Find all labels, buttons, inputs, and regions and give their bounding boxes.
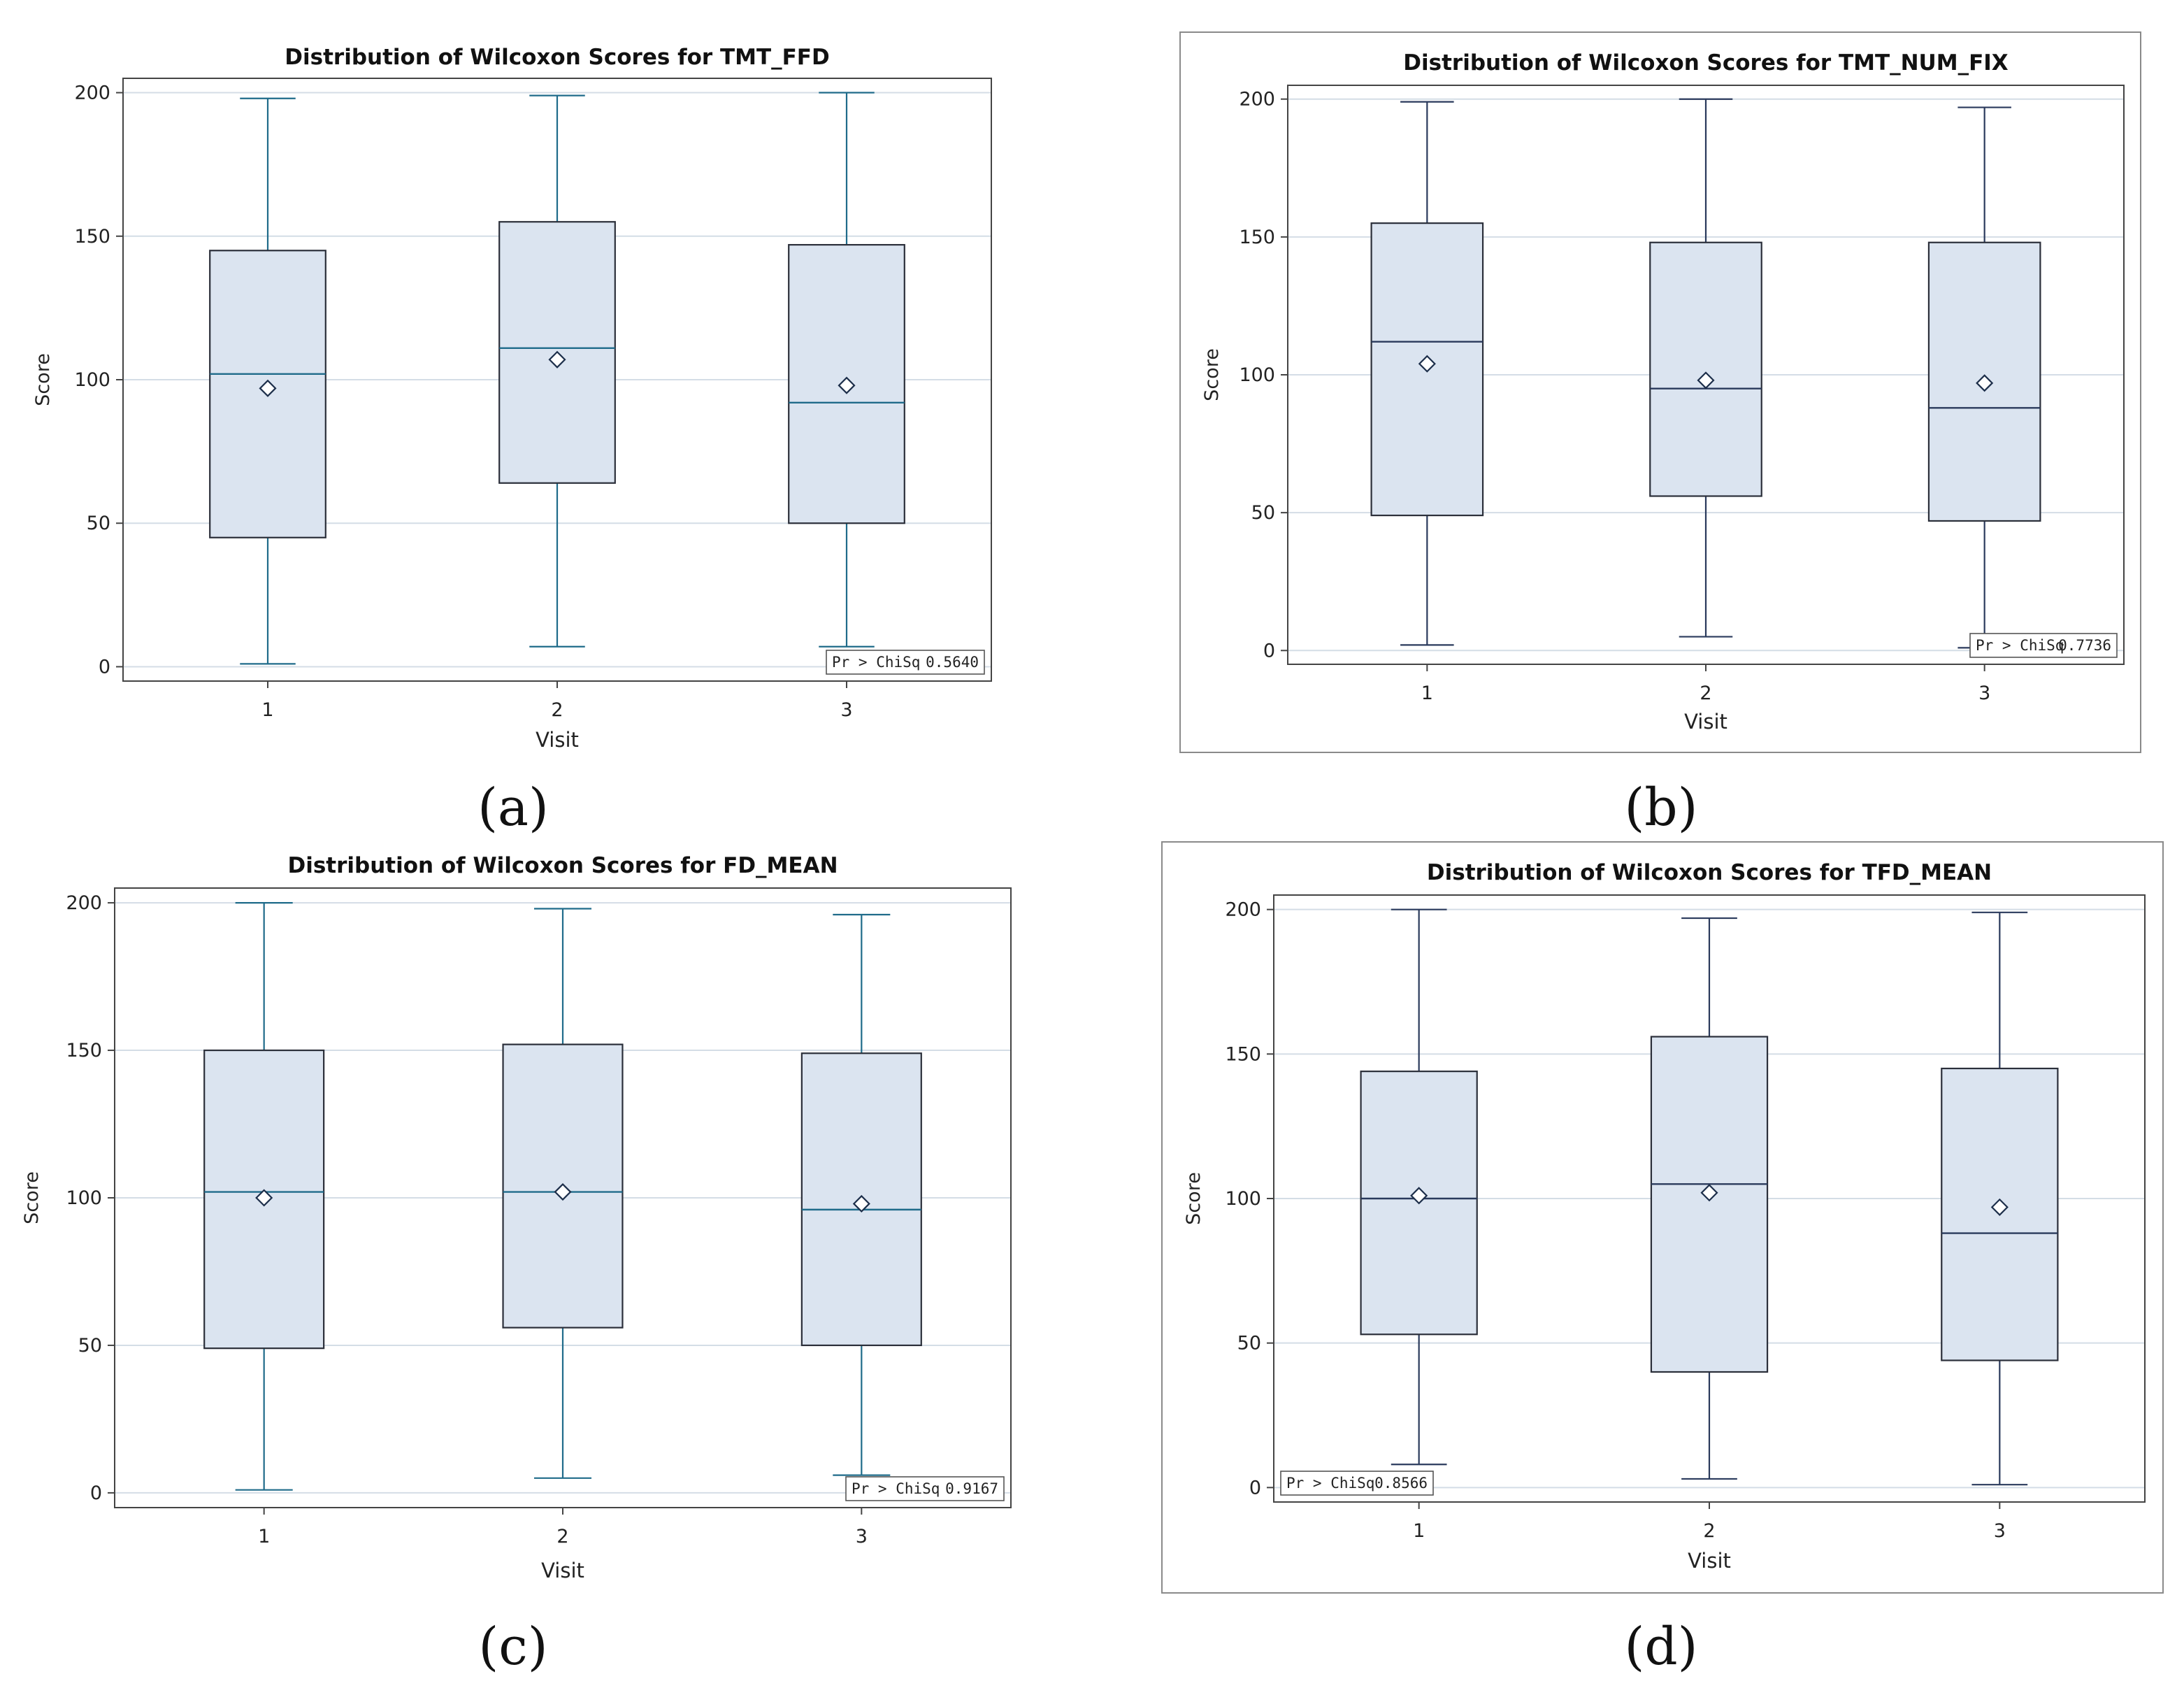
stat-inset: Pr > ChiSq 0.9167 <box>845 1476 1005 1501</box>
x-tick-label: 3 <box>1994 1520 2006 1542</box>
mean-marker <box>259 379 277 397</box>
y-tick-label: 200 <box>1239 89 1275 110</box>
box-visit-1 <box>1360 908 1478 1466</box>
x-tick-label: 3 <box>856 1526 868 1547</box>
y-tick-label: 100 <box>66 1187 102 1209</box>
x-tick-label: 1 <box>258 1526 270 1547</box>
chart-title: Distribution of Wilcoxon Scores for TFD_… <box>1427 860 1992 885</box>
mean-marker <box>1697 371 1715 389</box>
x-axis-label: Visit <box>536 728 579 752</box>
y-axis-label: Score <box>1183 1172 1205 1225</box>
y-tick-label: 150 <box>1225 1043 1261 1065</box>
stat-label: Pr > ChiSq <box>1976 637 2064 654</box>
stat-inset: Pr > ChiSq 0.5640 <box>826 650 985 675</box>
mean-marker <box>1976 374 1994 392</box>
box-visit-3 <box>788 92 905 648</box>
y-axis-label: Score <box>21 1171 43 1224</box>
stat-label: Pr > ChiSq <box>1286 1475 1374 1492</box>
y-tick-label: 50 <box>1237 1333 1261 1354</box>
iqr-box <box>1649 241 1762 497</box>
panel-frame <box>1179 31 2141 753</box>
box-visit-2 <box>498 94 616 648</box>
mean-marker <box>1410 1187 1428 1205</box>
box-visit-2 <box>1650 917 1769 1480</box>
x-axis-label: Visit <box>1684 710 1727 734</box>
y-axis-label: Score <box>32 353 54 406</box>
x-axis-label: Visit <box>541 1559 584 1582</box>
stat-inset-frame <box>826 650 985 675</box>
x-tick-label: 2 <box>551 699 563 721</box>
stat-inset-frame <box>845 1476 1005 1501</box>
panel-frame <box>1161 841 2164 1594</box>
x-tick-label: 2 <box>556 1526 568 1547</box>
mean-marker <box>1990 1198 2009 1216</box>
y-tick-label: 100 <box>74 369 110 391</box>
y-tick-label: 200 <box>66 892 102 914</box>
y-tick-label: 150 <box>1239 227 1275 248</box>
stat-inset: Pr > ChiSq 0.8566 <box>1280 1471 1434 1496</box>
y-axis-label: Score <box>1201 348 1223 401</box>
panel-label: (b) <box>1624 778 1697 838</box>
stat-inset-frame <box>1969 633 2118 658</box>
x-tick-label: 3 <box>840 699 852 721</box>
y-tick-label: 150 <box>66 1040 102 1061</box>
mean-marker <box>1418 355 1436 373</box>
box-visit-1 <box>1370 101 1484 646</box>
panel-label: (d) <box>1624 1617 1697 1677</box>
x-tick-label: 1 <box>261 699 273 721</box>
panel-label: (c) <box>478 1617 547 1677</box>
y-tick-label: 50 <box>78 1335 102 1357</box>
y-tick-label: 150 <box>74 226 110 248</box>
y-tick-label: 50 <box>87 513 110 534</box>
box-visit-3 <box>800 913 922 1476</box>
box-visit-2 <box>502 908 624 1479</box>
x-axis-label: Visit <box>1688 1549 1731 1573</box>
y-tick-label: 0 <box>90 1482 102 1504</box>
chart-title: Distribution of Wilcoxon Scores for TMT_… <box>285 45 829 70</box>
y-tick-label: 100 <box>1239 364 1275 386</box>
box-visit-2 <box>1649 98 1762 638</box>
iqr-box <box>502 1043 624 1329</box>
y-tick-label: 0 <box>99 656 110 678</box>
y-tick-label: 200 <box>1225 899 1261 921</box>
y-tick-label: 100 <box>1225 1188 1261 1210</box>
iqr-box <box>1650 1036 1769 1373</box>
panel-label: (a) <box>477 778 549 838</box>
stat-label: Pr > ChiSq <box>852 1480 940 1497</box>
box-visit-1 <box>203 901 325 1491</box>
stat-label: Pr > ChiSq <box>832 654 920 671</box>
mean-marker <box>838 376 856 394</box>
chart-title: Distribution of Wilcoxon Scores for TMT_… <box>1403 50 2008 76</box>
x-tick-label: 1 <box>1413 1520 1425 1542</box>
x-tick-label: 3 <box>1978 682 1990 704</box>
chart-panel-3: Distribution of Wilcoxon Scores for FD_M… <box>21 853 1012 1677</box>
mean-marker <box>255 1189 273 1207</box>
chart-title: Distribution of Wilcoxon Scores for FD_M… <box>287 853 838 878</box>
mean-marker <box>548 350 566 369</box>
stat-value: 0.5640 <box>926 654 979 671</box>
mean-marker <box>554 1183 572 1201</box>
box-visit-3 <box>1927 106 2041 649</box>
x-tick-label: 1 <box>1421 682 1433 704</box>
x-tick-label: 2 <box>1700 682 1711 704</box>
box-visit-1 <box>209 97 326 665</box>
y-tick-label: 0 <box>1249 1477 1261 1499</box>
y-tick-label: 200 <box>74 83 110 104</box>
y-tick-label: 50 <box>1251 502 1275 524</box>
stat-inset-frame <box>1280 1471 1434 1496</box>
mean-marker <box>852 1194 870 1213</box>
chart-panel-1: Distribution of Wilcoxon Scores for TMT_… <box>32 45 992 838</box>
chart-panel-4: Distribution of Wilcoxon Scores for TFD_… <box>1161 841 2164 1677</box>
y-tick-label: 0 <box>1263 640 1275 661</box>
mean-marker <box>1700 1184 1718 1202</box>
x-tick-label: 2 <box>1703 1520 1715 1542</box>
chart-panel-2: Distribution of Wilcoxon Scores for TMT_… <box>1179 31 2141 838</box>
stat-value: 0.9167 <box>945 1480 998 1497</box>
stat-value: 0.8566 <box>1374 1475 1428 1492</box>
box-visit-3 <box>1941 911 2059 1486</box>
stat-value: 0.7736 <box>2058 637 2111 654</box>
